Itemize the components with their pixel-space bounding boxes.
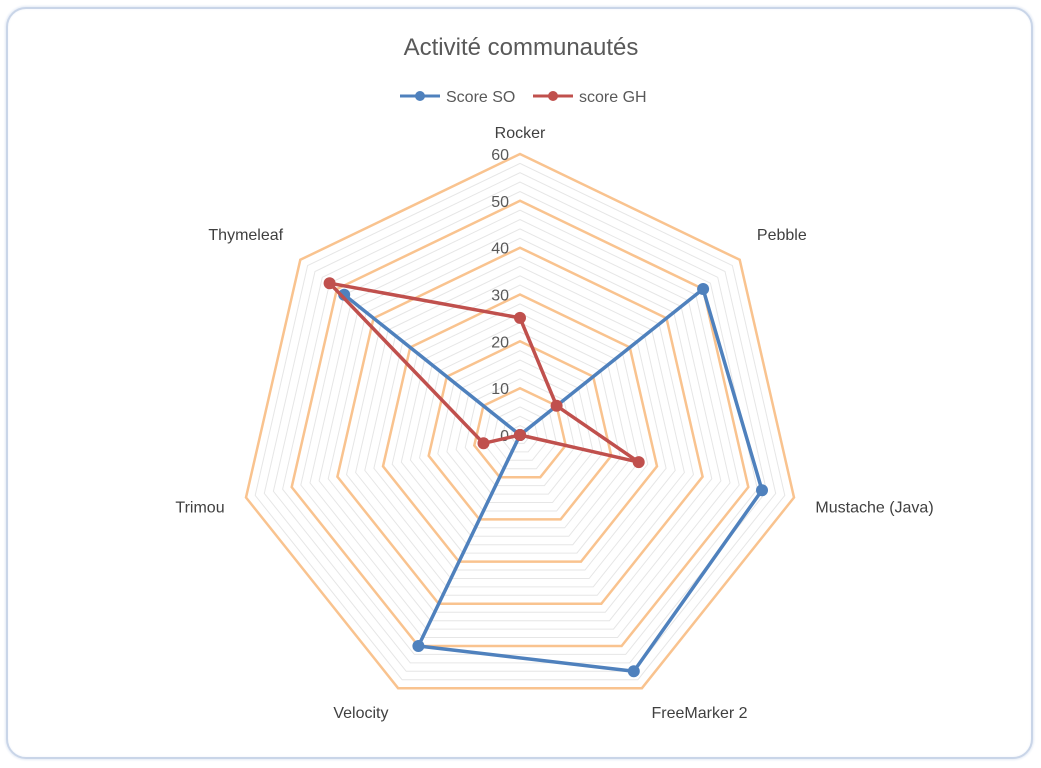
- data-point-score-gh-trimou: [477, 437, 490, 450]
- category-labels: Mustache (Java) FreeMarker 2 Velocity Trimo…: [175, 125, 933, 722]
- series-line-score-so: [342, 287, 764, 674]
- major-gridline-50: [290, 199, 750, 648]
- tick-label-30: 30: [491, 288, 509, 305]
- data-point-score-so-thymeleaf: [338, 288, 351, 301]
- chart-frame: [6, 7, 1033, 759]
- series-score-gh: [323, 277, 645, 469]
- legend-item-score-so[interactable]: Score SO: [400, 89, 515, 106]
- minor-gridline-48: [300, 209, 740, 638]
- legend-label-score-so: Score SO: [446, 89, 515, 106]
- series-score-so: [338, 283, 768, 678]
- data-point-score-gh-rocker: [514, 311, 526, 324]
- legend-item-score-gh[interactable]: score GH: [533, 89, 647, 106]
- category-label-rocker: Rocker: [495, 125, 546, 142]
- tick-label-10: 10: [491, 381, 509, 398]
- minor-gridline-4: [501, 415, 539, 453]
- tick-label-20: 20: [491, 334, 509, 351]
- minor-gridline-52: [282, 190, 758, 655]
- minor-gridline-36: [355, 265, 685, 588]
- data-point-score-so-freemarker-2: [627, 665, 640, 678]
- minor-gridline-26: [400, 312, 640, 546]
- tick-label-0: 0: [500, 428, 509, 445]
- data-point-score-so-velocity: [412, 640, 425, 652]
- tick-label-50: 50: [491, 194, 509, 211]
- minor-gridline-42: [327, 237, 713, 613]
- category-label-freemarker-2: FreeMarker 2: [652, 705, 748, 722]
- minor-gridline-34: [364, 275, 676, 579]
- data-point-score-gh-mustache-java: [632, 456, 645, 469]
- minor-gridline-32: [373, 284, 667, 571]
- category-label-mustache-java: Mustache (Java): [815, 499, 933, 516]
- category-label-pebble: Pebble: [757, 227, 807, 244]
- major-gridline-60: [244, 152, 796, 690]
- minor-gridline-54: [272, 181, 768, 664]
- data-point-score-so-pebble: [697, 283, 710, 295]
- category-label-velocity: Velocity: [333, 705, 388, 722]
- data-point-score-gh-pebble: [550, 399, 563, 412]
- data-point-score-gh-velocity: [514, 429, 526, 441]
- major-gridline-40: [336, 246, 704, 606]
- minor-gridline-6: [492, 406, 548, 461]
- radar-grid: [244, 152, 796, 690]
- legend: Score SO score GH: [400, 89, 647, 106]
- radial-tick-labels: 0 10 20 30 40 50 60: [491, 147, 509, 445]
- minor-gridline-58: [254, 162, 786, 681]
- tick-label-60: 60: [491, 147, 509, 164]
- minor-gridline-56: [263, 172, 777, 672]
- major-gridline-20: [427, 339, 613, 521]
- category-label-thymeleaf: Thymeleaf: [208, 227, 283, 244]
- minor-gridline-46: [309, 219, 731, 630]
- series-layer: [323, 277, 768, 678]
- minor-gridline-44: [318, 228, 722, 622]
- legend-marker-score-so: [415, 91, 425, 101]
- minor-gridline-38: [345, 256, 695, 596]
- series-line-score-gh: [327, 281, 641, 464]
- minor-gridline-12: [464, 378, 576, 487]
- tick-label-40: 40: [491, 241, 509, 258]
- data-point-score-so-mustache-java: [756, 484, 768, 497]
- chart-title: Activité communautés: [404, 34, 639, 61]
- minor-gridline-24: [409, 322, 631, 537]
- data-point-score-gh-thymeleaf: [323, 277, 336, 290]
- minor-gridline-22: [418, 331, 622, 529]
- legend-label-score-gh: score GH: [579, 89, 647, 106]
- minor-gridline-18: [437, 350, 603, 512]
- minor-gridline-28: [391, 303, 649, 554]
- major-gridline-10: [472, 386, 568, 479]
- minor-gridline-8: [482, 396, 558, 470]
- major-gridline-30: [381, 293, 659, 563]
- category-label-trimou: Trimou: [175, 499, 224, 516]
- minor-gridline-16: [446, 359, 594, 503]
- legend-marker-score-gh: [548, 91, 558, 101]
